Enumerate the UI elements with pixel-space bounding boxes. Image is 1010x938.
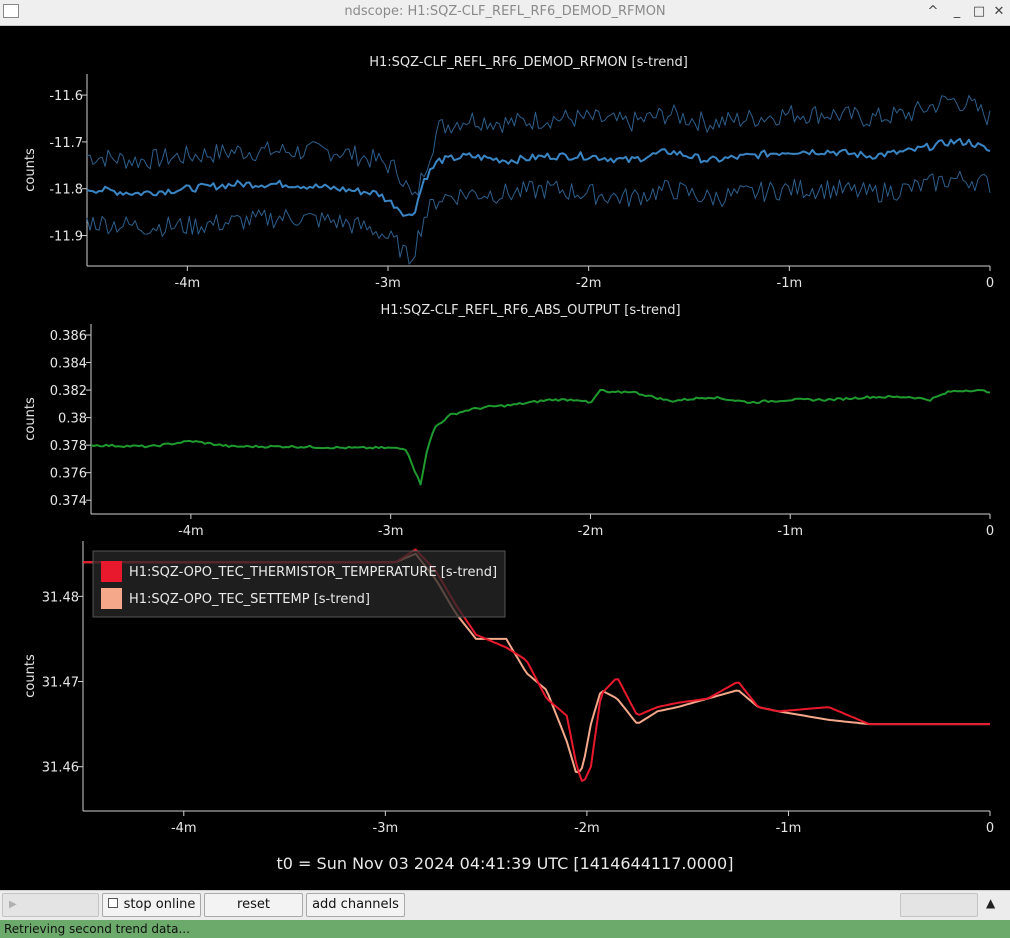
series-line-mean — [86, 137, 991, 217]
checkbox-icon — [107, 898, 118, 908]
legend-label: H1:SQZ-OPO_TEC_SETTEMP [s-trend] — [129, 592, 370, 607]
x-tick-label: -3m — [378, 524, 404, 539]
maximize-button[interactable]: □ — [972, 4, 986, 19]
legend: H1:SQZ-OPO_TEC_THERMISTOR_TEMPERATURE [s… — [92, 550, 506, 618]
t0-label: t0 = Sun Nov 03 2024 04:41:39 UTC [14146… — [276, 854, 734, 873]
y-tick-label: 0.376 — [50, 467, 87, 482]
y-tick-label: 0.384 — [50, 357, 87, 372]
x-tick-label: 0 — [986, 524, 994, 539]
x-tick-label: -3m — [373, 821, 399, 836]
y-tick-label: -11.8 — [49, 183, 83, 198]
chart-title: H1:SQZ-CLF_REFL_RF6_DEMOD_RFMON [s-trend… — [369, 55, 688, 70]
x-tick-label: -4m — [175, 276, 201, 291]
y-tick-label: 0.386 — [50, 329, 87, 344]
chart-2: H1:SQZ-CLF_REFL_RF6_ABS_OUTPUT [s-trend]… — [23, 303, 994, 539]
chart-3: counts -4m -3m -2m -1m 0 31.48 31.47 31.46 H1:SQZ… — [23, 541, 994, 836]
scroll-up-icon[interactable]: ▲ — [986, 896, 996, 910]
stop-online-label: stop online — [123, 897, 196, 912]
x-tick-label: -2m — [576, 276, 602, 291]
x-tick-label: -4m — [171, 821, 197, 836]
y-tick-label: 0.374 — [50, 494, 87, 509]
y-tick-label: -11.6 — [49, 89, 83, 104]
y-tick-label: 31.46 — [42, 761, 79, 776]
shade-window-button[interactable]: ^ — [927, 4, 939, 19]
y-axis-label: counts — [23, 654, 38, 698]
y-axis-label: counts — [23, 397, 38, 441]
x-tick-label: -1m — [777, 524, 803, 539]
y-tick-label: 0.38 — [58, 412, 87, 427]
y-tick-label: -11.9 — [49, 230, 83, 245]
chart-title: H1:SQZ-CLF_REFL_RF6_ABS_OUTPUT [s-trend] — [380, 303, 680, 318]
play-icon: ▶ — [9, 899, 17, 910]
x-tick-label: -3m — [375, 276, 401, 291]
app-icon — [3, 4, 19, 18]
x-tick-label: -4m — [178, 524, 204, 539]
y-tick-label: 31.47 — [42, 676, 79, 691]
legend-swatch — [101, 561, 122, 582]
y-tick-label: -11.7 — [49, 136, 83, 151]
series-line-max — [86, 95, 991, 196]
chart-1: H1:SQZ-CLF_REFL_RF6_DEMOD_RFMON [s-trend… — [23, 55, 994, 291]
series-line-min — [86, 170, 991, 265]
window-titlebar: ndscope: H1:SQZ-CLF_REFL_RF6_DEMOD_RFMON… — [0, 0, 1010, 26]
y-axis-label: counts — [23, 148, 38, 192]
close-button[interactable]: ✕ — [993, 4, 1005, 19]
legend-label: H1:SQZ-OPO_TEC_THERMISTOR_TEMPERATURE [s… — [129, 565, 497, 580]
add-channels-button[interactable]: add channels — [306, 893, 405, 917]
plot-area: H1:SQZ-CLF_REFL_RF6_DEMOD_RFMON [s-trend… — [0, 26, 1010, 891]
y-tick-label: 0.382 — [50, 384, 87, 399]
stop-online-checkbox[interactable]: stop online — [102, 893, 201, 917]
minimize-button[interactable]: _ — [953, 4, 961, 19]
plots-canvas[interactable]: H1:SQZ-CLF_REFL_RF6_DEMOD_RFMON [s-trend… — [0, 26, 1010, 856]
right-toolbar-button[interactable] — [900, 893, 978, 917]
series-line-h1-sqz-clf-refl-rf6-abs-output — [90, 388, 991, 486]
legend-swatch — [101, 588, 122, 609]
toolbar: ▶ stop online reset add channels ▲ — [0, 890, 1010, 921]
x-tick-label: 0 — [986, 821, 994, 836]
window-title: ndscope: H1:SQZ-CLF_REFL_RF6_DEMOD_RFMON — [344, 4, 666, 19]
status-bar: Retrieving second trend data... — [0, 920, 1010, 938]
reset-button[interactable]: reset — [204, 893, 303, 917]
x-tick-label: -1m — [776, 821, 802, 836]
y-tick-label: 0.378 — [50, 439, 87, 454]
legend-box — [92, 550, 506, 618]
x-tick-label: -2m — [574, 821, 600, 836]
x-tick-label: -1m — [777, 276, 803, 291]
x-tick-label: 0 — [986, 276, 994, 291]
play-button[interactable]: ▶ — [2, 893, 99, 917]
y-tick-label: 31.48 — [42, 590, 79, 605]
x-tick-label: -2m — [578, 524, 604, 539]
